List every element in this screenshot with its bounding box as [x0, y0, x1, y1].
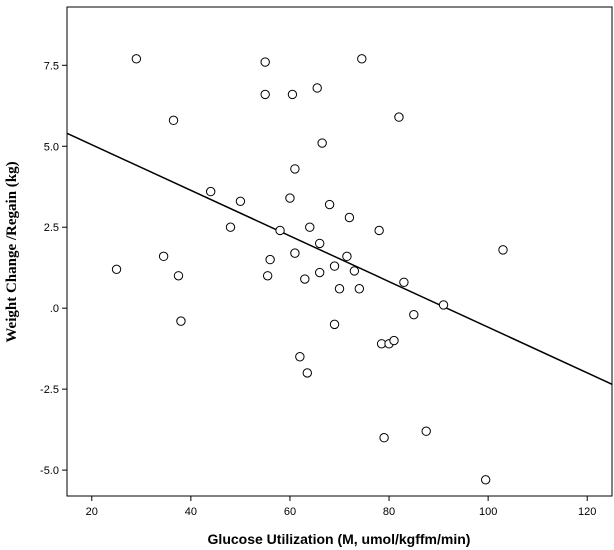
- data-point: [260, 57, 270, 67]
- data-point: [438, 300, 449, 310]
- data-point: [300, 274, 310, 284]
- data-point: [344, 212, 355, 223]
- data-point: [498, 245, 508, 255]
- x-tick-label: 60: [284, 506, 296, 518]
- data-point: [168, 115, 179, 126]
- data-point: [225, 222, 236, 232]
- data-point: [290, 248, 300, 258]
- data-point: [302, 368, 312, 378]
- data-point: [480, 475, 491, 485]
- data-point: [312, 83, 322, 93]
- data-point: [290, 164, 300, 174]
- y-tick-label: -5.0: [40, 465, 59, 477]
- data-point: [409, 309, 419, 320]
- x-tick-label: 120: [578, 506, 596, 518]
- data-point: [235, 196, 246, 207]
- x-tick-label: 20: [86, 506, 98, 518]
- y-tick-label: 5.0: [44, 141, 59, 153]
- y-axis-title: Weight Change /Regain (kg): [4, 161, 20, 342]
- data-point: [389, 335, 399, 346]
- y-tick-label: -2.5: [40, 384, 59, 396]
- y-tick-label: 7.5: [44, 60, 59, 72]
- data-point: [287, 89, 298, 100]
- data-point: [314, 238, 325, 249]
- data-point: [262, 271, 273, 281]
- x-axis: 20 40 60 80 100 120: [86, 496, 596, 518]
- y-tick-label: .0: [50, 303, 59, 315]
- x-tick-label: 80: [383, 506, 395, 518]
- data-point: [260, 89, 270, 100]
- data-point: [374, 225, 384, 236]
- data-point: [357, 54, 367, 64]
- data-point: [176, 316, 186, 326]
- data-point: [265, 254, 275, 265]
- y-axis: 7.5 5.0 2.5 .0 -2.5 -5.0: [40, 60, 67, 477]
- data-point: [421, 426, 431, 436]
- data-point: [111, 264, 122, 275]
- data-point: [349, 266, 360, 276]
- plot-area-frame: [66, 6, 613, 497]
- data-point: [285, 193, 295, 203]
- data-point: [334, 284, 345, 294]
- y-tick-label: 2.5: [44, 222, 59, 234]
- data-point: [394, 112, 404, 122]
- x-axis-title: Glucose Utilization (M, umol/kgffm/min): [208, 531, 471, 547]
- data-point: [205, 186, 216, 197]
- data-point: [329, 319, 340, 330]
- data-point: [342, 251, 352, 262]
- data-point: [399, 277, 409, 287]
- data-point: [324, 199, 335, 210]
- data-points: [111, 54, 508, 485]
- data-point: [354, 284, 365, 294]
- data-point: [295, 352, 305, 362]
- data-point: [158, 251, 169, 262]
- data-point: [317, 138, 327, 148]
- regression-line: [66, 132, 613, 385]
- data-point: [275, 225, 285, 236]
- x-tick-label: 100: [479, 506, 497, 518]
- data-point: [314, 267, 325, 278]
- x-tick-label: 40: [185, 506, 197, 518]
- data-point: [173, 271, 184, 281]
- data-point: [329, 261, 340, 271]
- data-point: [379, 433, 389, 443]
- data-point: [305, 222, 315, 232]
- data-point: [131, 54, 142, 64]
